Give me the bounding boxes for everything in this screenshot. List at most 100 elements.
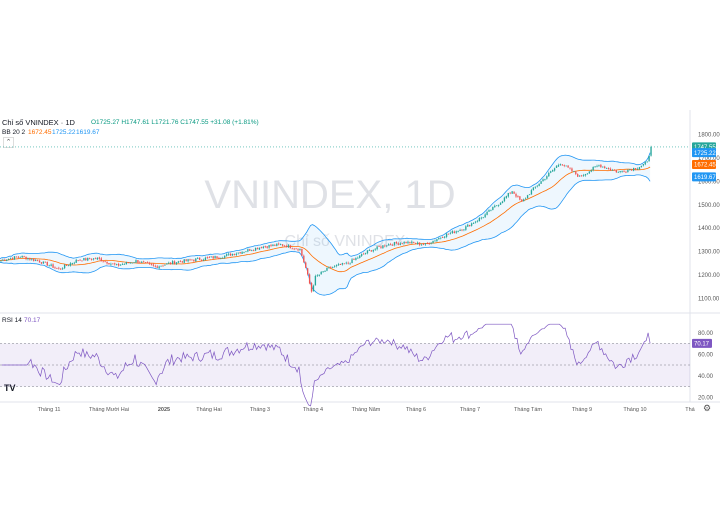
candle-body bbox=[631, 169, 633, 171]
rsi-tick-label: 80.00 bbox=[698, 331, 714, 337]
candle-body bbox=[44, 261, 47, 263]
candle-body bbox=[245, 251, 247, 253]
candle-body bbox=[251, 250, 253, 252]
candle-body bbox=[362, 253, 365, 255]
candle-body bbox=[222, 257, 224, 259]
candle-body bbox=[108, 262, 110, 265]
candle-body bbox=[588, 171, 590, 174]
candle-body bbox=[378, 245, 380, 247]
candle-body bbox=[461, 229, 463, 231]
time-tick-label: Tháng 4 bbox=[303, 407, 323, 413]
bb-label[interactable]: BB 20 2 bbox=[2, 129, 26, 136]
time-tick-label: Tháng 7 bbox=[460, 407, 480, 413]
candle-body bbox=[434, 240, 436, 242]
candle-body bbox=[206, 257, 209, 259]
candle-body bbox=[364, 252, 367, 254]
candle-body bbox=[114, 263, 116, 265]
candle-body bbox=[343, 263, 346, 265]
candle-body bbox=[474, 221, 477, 223]
candle-body bbox=[154, 265, 156, 267]
symbol-title[interactable]: Chỉ số VNINDEX · 1D bbox=[2, 118, 75, 127]
candle-body bbox=[137, 260, 139, 263]
candle-body bbox=[303, 255, 305, 263]
candle-body bbox=[191, 259, 193, 261]
settings-gear-icon[interactable]: ⚙ bbox=[703, 403, 712, 413]
candle-body bbox=[31, 258, 33, 260]
time-tick-label: 2025 bbox=[158, 407, 170, 413]
time-tick-label: Tháng Năm bbox=[352, 407, 381, 413]
candle-body bbox=[17, 256, 20, 258]
candle-body bbox=[438, 237, 440, 240]
candle-body bbox=[592, 167, 594, 171]
candle-body bbox=[469, 224, 471, 227]
candle-body bbox=[463, 229, 465, 231]
candle-body bbox=[420, 244, 423, 246]
candle-body bbox=[252, 250, 255, 252]
rsi-tick-label: 40.00 bbox=[698, 374, 714, 380]
candle-body bbox=[328, 266, 330, 268]
price-badge-label: 1747.55 bbox=[694, 145, 716, 151]
candle-body bbox=[644, 162, 646, 165]
candle-body bbox=[320, 271, 322, 275]
candle-body bbox=[486, 211, 488, 215]
rsi-tick-label: 60.00 bbox=[698, 352, 714, 358]
candle-body bbox=[332, 266, 334, 268]
candle-body bbox=[274, 245, 276, 246]
candle-body bbox=[559, 164, 562, 165]
candle-body bbox=[540, 181, 542, 184]
candle-body bbox=[615, 170, 617, 173]
tradingview-logo-icon[interactable]: TV bbox=[4, 383, 16, 393]
candle-body bbox=[133, 262, 135, 264]
candle-body bbox=[443, 236, 446, 238]
price-badge-label: 1725.22 bbox=[694, 151, 716, 157]
candle-body bbox=[291, 248, 293, 250]
candle-body bbox=[100, 258, 102, 262]
candle-body bbox=[189, 259, 191, 261]
candle-body bbox=[279, 244, 282, 245]
chart[interactable]: Chỉ số VNINDEX · 1D O1725.27 H1747.61 L1… bbox=[0, 110, 720, 420]
price-badge bbox=[692, 172, 716, 182]
candle-body bbox=[212, 256, 214, 259]
candle-body bbox=[563, 165, 565, 166]
candle-body bbox=[501, 201, 504, 203]
candle-body bbox=[478, 218, 481, 222]
candle-body bbox=[347, 262, 349, 264]
price-tick-label: 1500.00 bbox=[698, 203, 720, 209]
bb-upper-value: 1672.45 bbox=[28, 129, 52, 136]
candle-body bbox=[565, 165, 567, 167]
candle-body bbox=[42, 261, 45, 264]
candle-body bbox=[225, 254, 228, 256]
candle-body bbox=[523, 199, 525, 202]
candle-body bbox=[229, 253, 232, 256]
candle-body bbox=[650, 146, 652, 156]
candle-body bbox=[204, 257, 207, 261]
candle-body bbox=[550, 171, 552, 173]
rsi-badge-label: 70.17 bbox=[694, 342, 710, 348]
candle-body bbox=[106, 261, 108, 264]
time-tick-label: Tháng 10 bbox=[623, 407, 646, 413]
candle-body bbox=[56, 268, 58, 269]
price-badge bbox=[692, 148, 716, 158]
candle-body bbox=[470, 223, 473, 226]
rsi-label[interactable]: RSI 14 bbox=[2, 317, 22, 324]
chart-canvas[interactable]: VNINDEX, 1D Chỉ số VNINDEX 1100.00 1200.00 1… bbox=[0, 110, 720, 420]
collapse-chevron-icon[interactable]: ⌃ bbox=[3, 137, 14, 148]
candle-body bbox=[67, 265, 70, 267]
candle-body bbox=[442, 237, 444, 239]
candle-body bbox=[526, 195, 529, 199]
candle-body bbox=[283, 245, 286, 247]
candle-body bbox=[445, 233, 448, 237]
candle-body bbox=[208, 257, 210, 259]
candle-body bbox=[152, 264, 155, 266]
candle-body bbox=[110, 263, 112, 265]
candle-body bbox=[339, 263, 342, 265]
candle-body bbox=[166, 263, 168, 265]
candle-body bbox=[11, 258, 14, 260]
candle-body bbox=[52, 264, 54, 268]
candle-body bbox=[75, 259, 77, 263]
candle-body bbox=[87, 257, 89, 261]
candle-body bbox=[598, 164, 600, 166]
candle-body bbox=[499, 202, 502, 205]
candle-body bbox=[81, 260, 83, 262]
candle-body bbox=[27, 258, 29, 260]
